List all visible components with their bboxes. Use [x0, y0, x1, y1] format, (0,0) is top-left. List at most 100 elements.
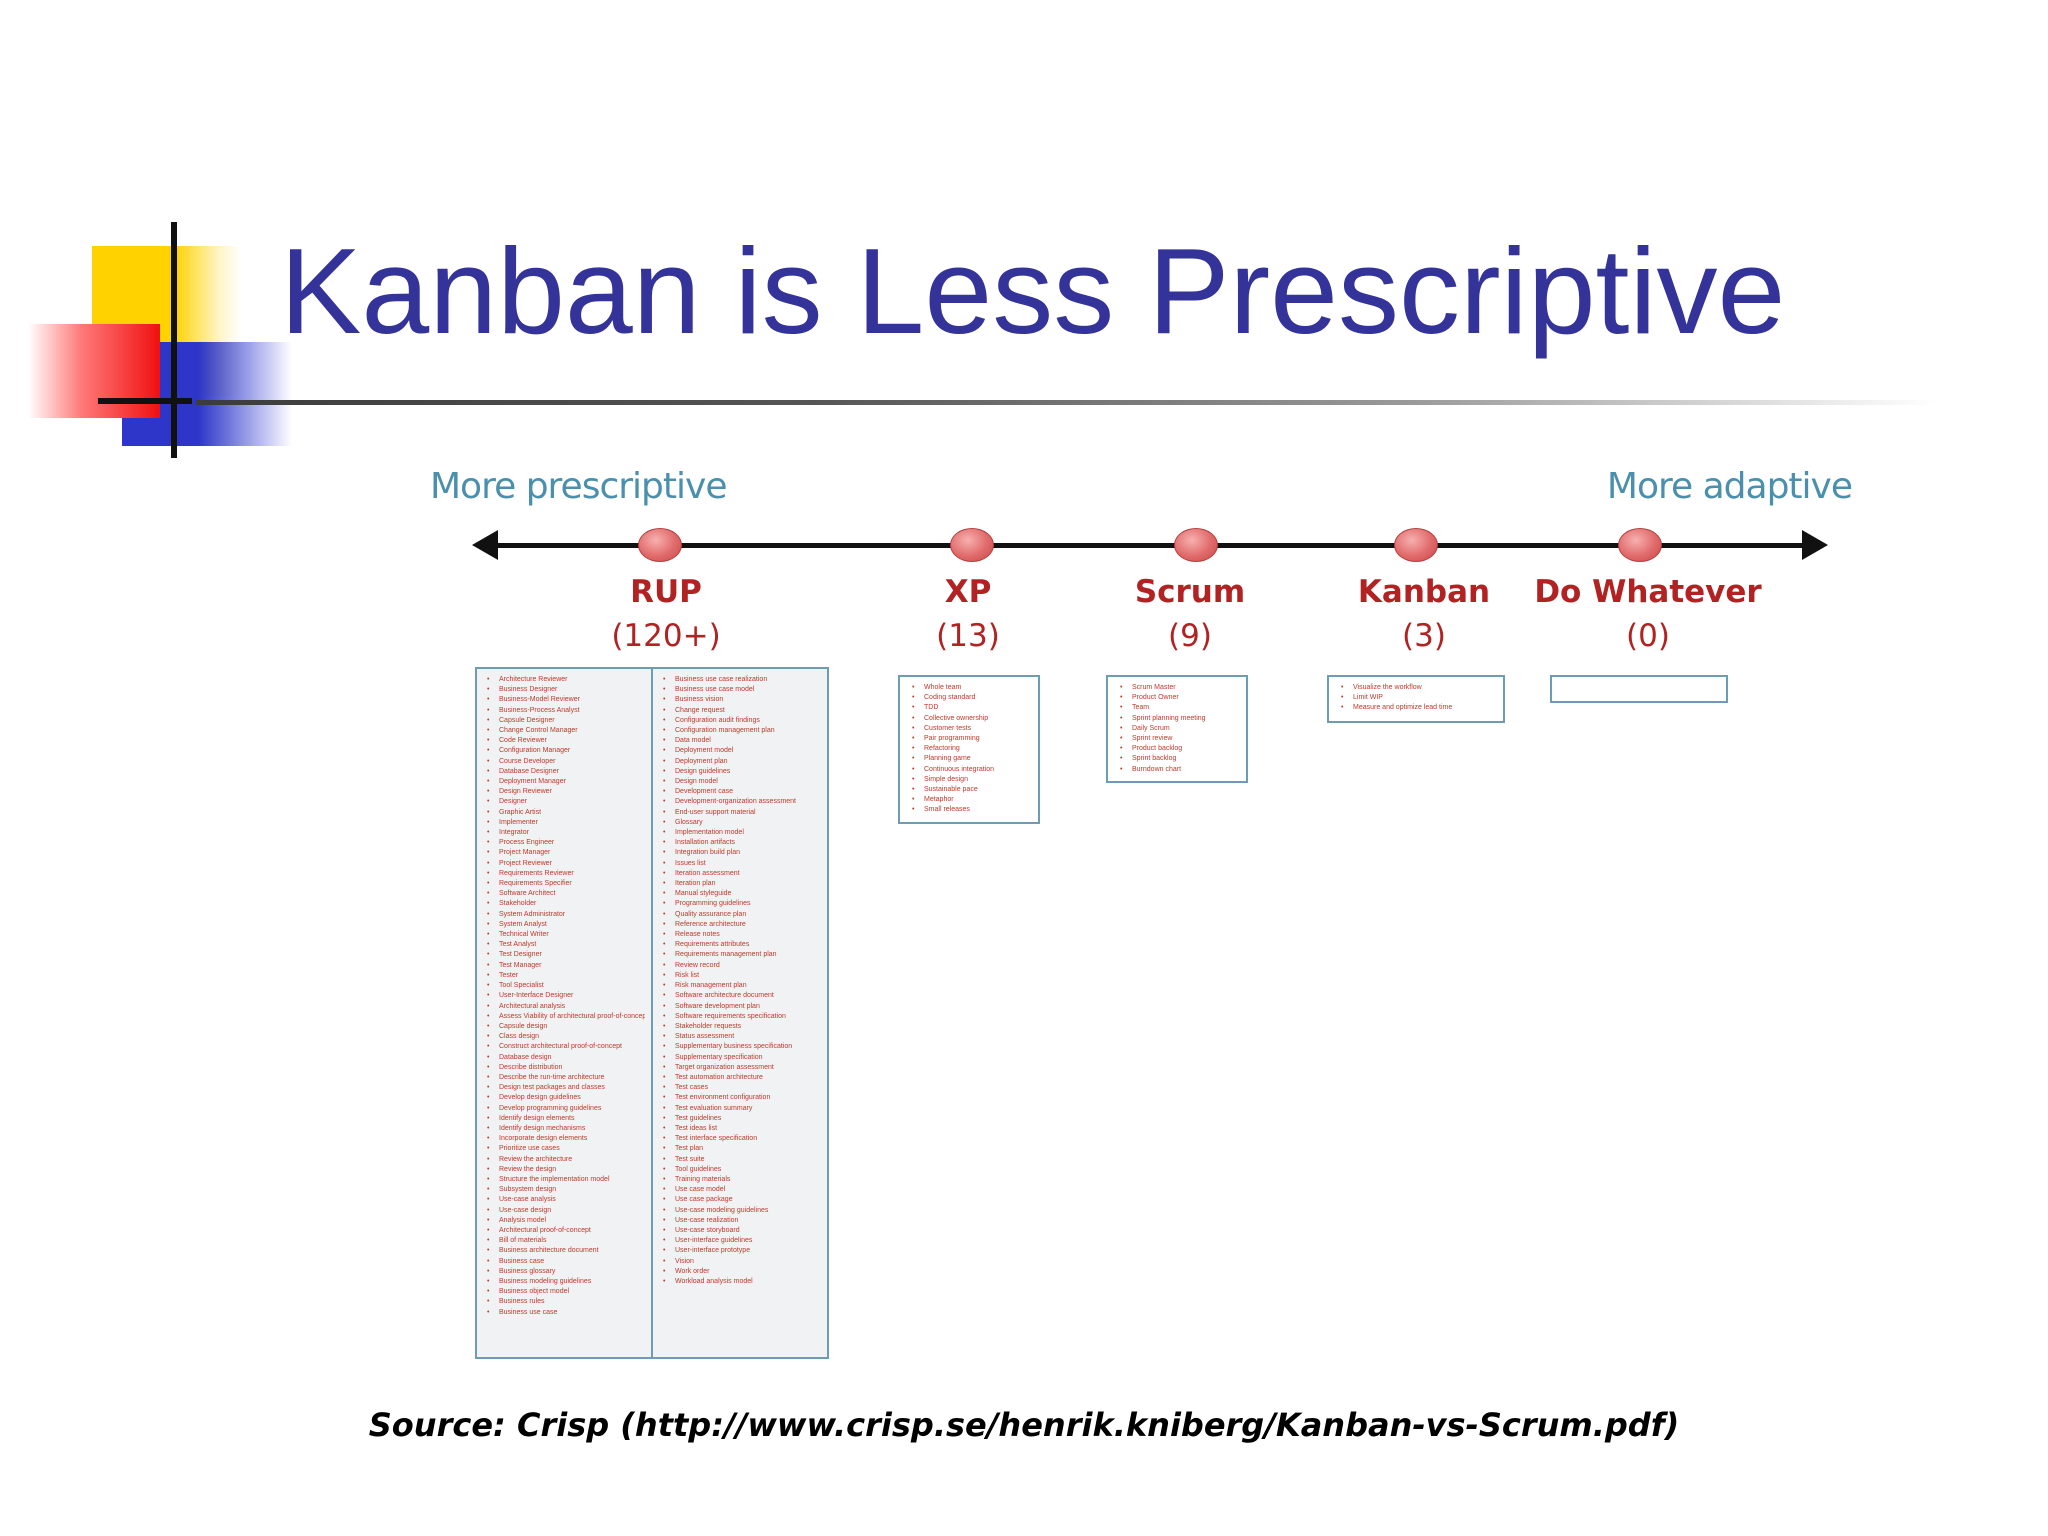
- rup-prescriptions-box: Architecture ReviewerBusiness DesignerBu…: [475, 667, 829, 1359]
- list-item: Requirements attributes: [661, 940, 823, 950]
- list-item: Customer tests: [910, 724, 1032, 734]
- list-item: Supplementary specification: [661, 1053, 823, 1063]
- rup-marker: [638, 528, 682, 562]
- list-item: Identify design elements: [485, 1114, 645, 1124]
- decor-vertical-line: [171, 222, 177, 458]
- list-item: Test plan: [661, 1144, 823, 1154]
- decor-horizontal-line: [98, 398, 192, 404]
- list-item: Configuration Manager: [485, 746, 645, 756]
- xp-prescriptions-box: Whole teamCoding standardTDDCollective o…: [898, 675, 1040, 824]
- rup-list-column-2: Business use case realizationBusiness us…: [661, 675, 823, 1287]
- list-item: Review record: [661, 961, 823, 971]
- method-name-xp: XP: [944, 574, 992, 610]
- list-item: Limit WIP: [1339, 693, 1497, 703]
- list-item: TDD: [910, 703, 1032, 713]
- list-item: Test interface specification: [661, 1134, 823, 1144]
- list-item: Design Reviewer: [485, 787, 645, 797]
- list-item: Architectural analysis: [485, 1002, 645, 1012]
- list-item: Implementation model: [661, 828, 823, 838]
- list-item: Capsule design: [485, 1022, 645, 1032]
- list-item: Deployment model: [661, 746, 823, 756]
- list-item: Configuration management plan: [661, 726, 823, 736]
- list-item: Construct architectural proof-of-concept: [485, 1042, 645, 1052]
- list-item: Develop design guidelines: [485, 1093, 645, 1103]
- list-item: Training materials: [661, 1175, 823, 1185]
- list-item: System Administrator: [485, 910, 645, 920]
- list-item: Describe distribution: [485, 1063, 645, 1073]
- list-item: Project Reviewer: [485, 859, 645, 869]
- list-item: Describe the run-time architecture: [485, 1073, 645, 1083]
- list-item: Requirements Reviewer: [485, 869, 645, 879]
- method-count-xp: (13): [936, 618, 1000, 654]
- arrow-right-icon: [1802, 530, 1828, 560]
- title-underline: [196, 400, 1936, 405]
- list-item: Small releases: [910, 805, 1032, 815]
- method-name-scrum: Scrum: [1134, 574, 1246, 610]
- list-item: Iteration plan: [661, 879, 823, 889]
- list-item: Assess Viability of architectural proof-…: [485, 1012, 645, 1022]
- list-item: Product Owner: [1118, 693, 1240, 703]
- more-adaptive-label: More adaptive: [1606, 466, 1853, 507]
- list-item: Test Designer: [485, 950, 645, 960]
- list-item: Business use case model: [661, 685, 823, 695]
- list-item: Planning game: [910, 754, 1032, 764]
- list-item: Pair programming: [910, 734, 1032, 744]
- do-whatever-marker: [1618, 528, 1662, 562]
- list-item: Change Control Manager: [485, 726, 645, 736]
- list-item: Design guidelines: [661, 767, 823, 777]
- list-item: Release notes: [661, 930, 823, 940]
- list-item: Supplementary business specification: [661, 1042, 823, 1052]
- list-item: Programming guidelines: [661, 899, 823, 909]
- scrum-prescriptions-box: Scrum MasterProduct OwnerTeamSprint plan…: [1106, 675, 1248, 783]
- rup-list-column-1: Architecture ReviewerBusiness DesignerBu…: [485, 675, 645, 1318]
- list-item: Integrator: [485, 828, 645, 838]
- rup-column-divider: [651, 669, 653, 1357]
- list-item: Vision: [661, 1257, 823, 1267]
- list-item: Product backlog: [1118, 744, 1240, 754]
- kanban-prescriptions-box: Visualize the workflowLimit WIPMeasure a…: [1327, 675, 1505, 723]
- kanban-marker: [1394, 528, 1438, 562]
- list-item: Software requirements specification: [661, 1012, 823, 1022]
- list-item: Technical Writer: [485, 930, 645, 940]
- list-item: Status assessment: [661, 1032, 823, 1042]
- list-item: Test cases: [661, 1083, 823, 1093]
- method-count-rup: (120+): [611, 618, 721, 654]
- list-item: Test suite: [661, 1155, 823, 1165]
- list-item: Business use case: [485, 1308, 645, 1318]
- list-item: Whole team: [910, 683, 1032, 693]
- list-item: Graphic Artist: [485, 808, 645, 818]
- list-item: Use-case modeling guidelines: [661, 1206, 823, 1216]
- list-item: Coding standard: [910, 693, 1032, 703]
- do-whatever-prescriptions-box: [1550, 675, 1728, 703]
- list-item: Stakeholder requests: [661, 1022, 823, 1032]
- list-item: Business-Process Analyst: [485, 706, 645, 716]
- list-item: Tool Specialist: [485, 981, 645, 991]
- list-item: Configuration audit findings: [661, 716, 823, 726]
- list-item: Class design: [485, 1032, 645, 1042]
- list-item: Course Developer: [485, 757, 645, 767]
- list-item: Reference architecture: [661, 920, 823, 930]
- list-item: System Analyst: [485, 920, 645, 930]
- list-item: Deployment Manager: [485, 777, 645, 787]
- list-item: Development case: [661, 787, 823, 797]
- list-item: Test environment configuration: [661, 1093, 823, 1103]
- list-item: Identify design mechanisms: [485, 1124, 645, 1134]
- list-item: Analysis model: [485, 1216, 645, 1226]
- list-item: End-user support material: [661, 808, 823, 818]
- list-item: Continuous integration: [910, 765, 1032, 775]
- list-item: Bill of materials: [485, 1236, 645, 1246]
- list-item: Software architecture document: [661, 991, 823, 1001]
- list-item: Software Architect: [485, 889, 645, 899]
- list-item: Business use case realization: [661, 675, 823, 685]
- list-item: Change request: [661, 706, 823, 716]
- list-item: Business case: [485, 1257, 645, 1267]
- list-item: Subsystem design: [485, 1185, 645, 1195]
- list-item: User-interface guidelines: [661, 1236, 823, 1246]
- list-item: Business Designer: [485, 685, 645, 695]
- list-item: Work order: [661, 1267, 823, 1277]
- list-item: Use-case design: [485, 1206, 645, 1216]
- list-item: Business object model: [485, 1287, 645, 1297]
- source-citation: Source: Crisp (http://www.crisp.se/henri…: [368, 1406, 1680, 1444]
- list-item: Test automation architecture: [661, 1073, 823, 1083]
- list-item: Review the design: [485, 1165, 645, 1175]
